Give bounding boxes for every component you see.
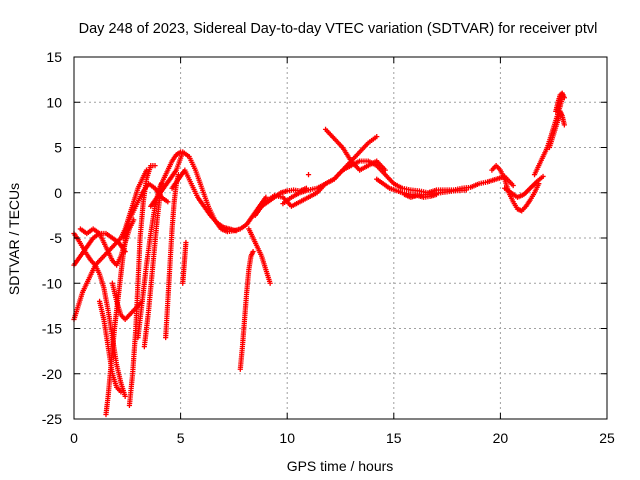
- y-tick-label: -20: [42, 366, 62, 382]
- series-track-ac: [305, 172, 312, 178]
- series-track-l: [163, 172, 182, 341]
- grid: [74, 57, 607, 419]
- series-track-h: [126, 163, 158, 409]
- y-axis-label: SDTVAR / TECUs: [6, 183, 22, 295]
- series-track-y: [502, 173, 546, 200]
- data-point: [382, 167, 388, 173]
- x-tick-label: 0: [70, 430, 78, 446]
- data-point: [510, 182, 516, 189]
- data-points: [71, 90, 567, 418]
- data-point: [267, 280, 273, 286]
- data-point: [122, 393, 128, 399]
- data-point: [463, 187, 469, 193]
- x-tick-label: 10: [279, 430, 295, 446]
- y-tick-label: 10: [46, 94, 62, 110]
- data-point: [152, 163, 158, 169]
- axis-ticks: [73, 56, 608, 420]
- x-tick-label: 15: [386, 430, 402, 446]
- y-tick-label: 0: [54, 185, 62, 201]
- series-track-o: [180, 239, 189, 286]
- series-track-m: [148, 149, 269, 235]
- series-track-j: [135, 149, 184, 341]
- data-point: [561, 95, 567, 101]
- data-point: [158, 181, 165, 187]
- y-tick-label: -15: [42, 321, 62, 337]
- y-tick-label: 5: [54, 140, 62, 156]
- x-axis-label: GPS time / hours: [287, 458, 394, 474]
- series-track-aa: [546, 108, 567, 151]
- chart-title: Day 248 of 2023, Sidereal Day-to-day VTE…: [79, 21, 598, 37]
- series-track-w: [401, 191, 440, 200]
- series-track-t: [280, 134, 380, 207]
- y-tick-label: 15: [46, 49, 62, 65]
- data-point: [165, 199, 171, 205]
- x-tick-labels: 0 5 10 15 20 25: [70, 430, 615, 446]
- series-track-x: [489, 163, 542, 214]
- data-point: [433, 191, 440, 198]
- data-point: [183, 239, 189, 246]
- y-tick-label: -10: [42, 275, 62, 291]
- series-track-ab: [553, 90, 567, 114]
- x-tick-label: 20: [493, 430, 509, 446]
- x-tick-label: 25: [599, 430, 615, 446]
- data-point: [250, 248, 256, 255]
- series-track-p: [237, 248, 256, 372]
- y-tick-labels: -25 -20 -15 -10 -5 0 5 10 15: [42, 49, 62, 427]
- data-point: [118, 389, 124, 395]
- y-tick-label: -25: [42, 411, 62, 427]
- data-point: [561, 122, 567, 128]
- data-point: [305, 172, 312, 178]
- series-track-q: [246, 226, 273, 286]
- data-point: [374, 134, 380, 140]
- data-point: [233, 228, 239, 234]
- series-track-n: [169, 167, 239, 234]
- data-point: [540, 173, 546, 180]
- series-track-z: [531, 95, 565, 178]
- series-track-u: [322, 126, 388, 173]
- x-tick-label: 5: [177, 430, 185, 446]
- y-tick-label: -5: [50, 230, 63, 246]
- data-point: [263, 194, 269, 200]
